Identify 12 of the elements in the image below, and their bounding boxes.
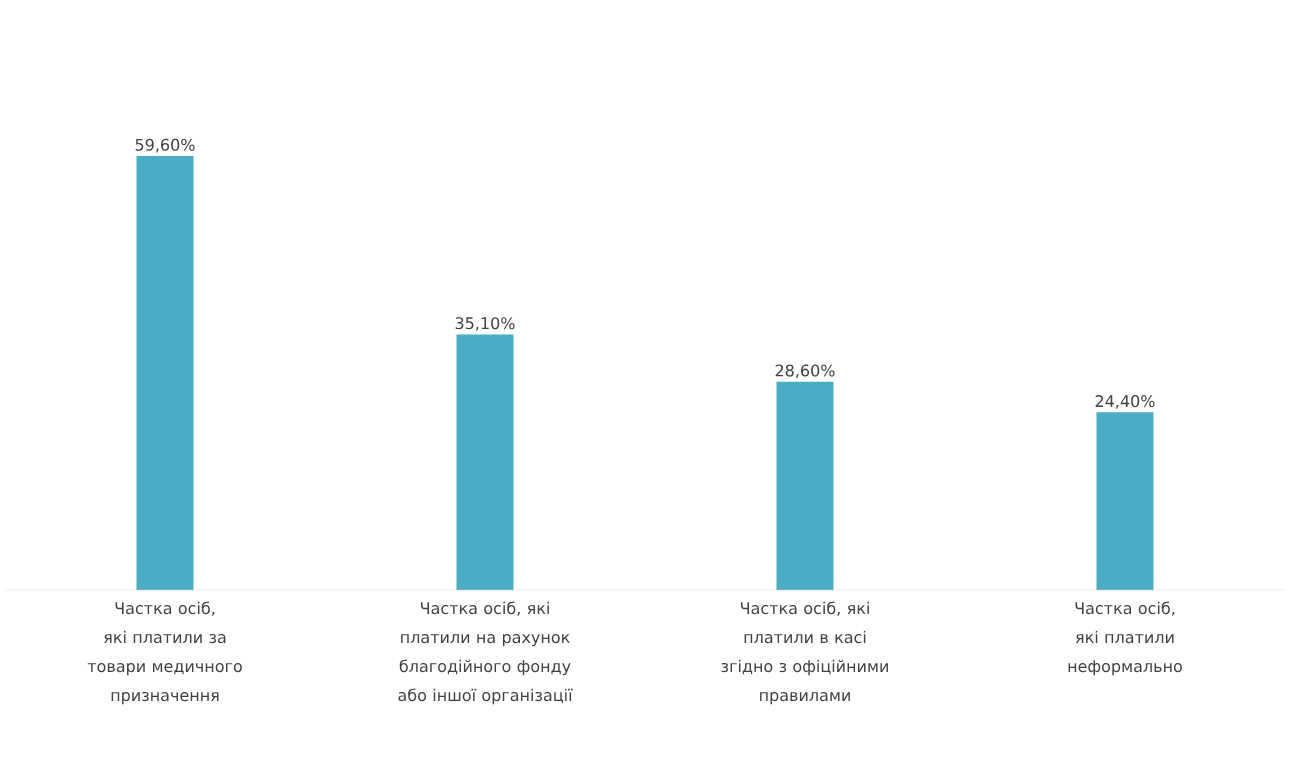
bar [1096,412,1154,590]
x-tick-label: Частка осіб, які платили в касі згідно з офіційними правилами [721,601,888,705]
bar [456,334,514,590]
data-label: 28,60% [775,364,835,379]
data-label: 24,40% [1095,395,1155,409]
bar [136,155,194,590]
bar [776,381,834,590]
category-label: Частка осіб, які платили за товари медичного призначення [87,601,242,705]
x-tick-label: Частка осіб, які платили на рахунок благодійного фонду або іншої організації [398,601,573,705]
x-tick-label: Частка осіб, які платили неформально [1068,601,1182,676]
data-label: 59,60% [135,138,195,153]
data-label: 35,10% [455,317,515,331]
